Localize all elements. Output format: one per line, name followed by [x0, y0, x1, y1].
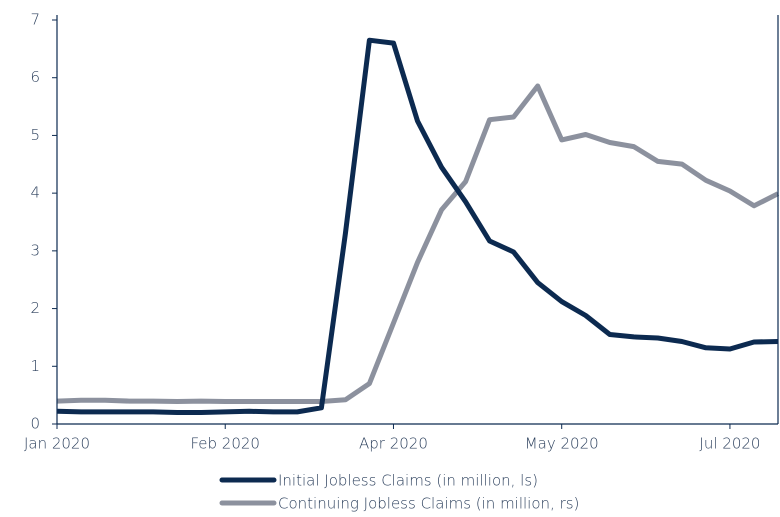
plot-area [57, 37, 780, 415]
series-line [57, 37, 779, 415]
x-tick-label: Jan 2020 [24, 435, 90, 453]
y-tick-label: 0 [30, 415, 40, 433]
x-tick-label: Apr 2020 [359, 435, 428, 453]
legend-label: Continuing Jobless Claims (in million, r… [278, 495, 579, 513]
y-tick-label: 2 [30, 299, 40, 317]
x-tick-label: Feb 2020 [190, 435, 260, 453]
y-tick-label: 1 [30, 357, 40, 375]
series-line [57, 83, 780, 404]
y-tick-label: 4 [30, 184, 40, 202]
y-tick-label: 7 [30, 11, 40, 29]
legend-label: Initial Jobless Claims (in million, ls) [278, 472, 538, 490]
x-tick-label: Jul 2020 [699, 435, 760, 453]
x-tick-label: May 2020 [525, 435, 599, 453]
y-tick-label: 6 [30, 68, 40, 86]
y-tick-label: 5 [30, 126, 40, 144]
y-tick-label: 3 [30, 241, 40, 259]
